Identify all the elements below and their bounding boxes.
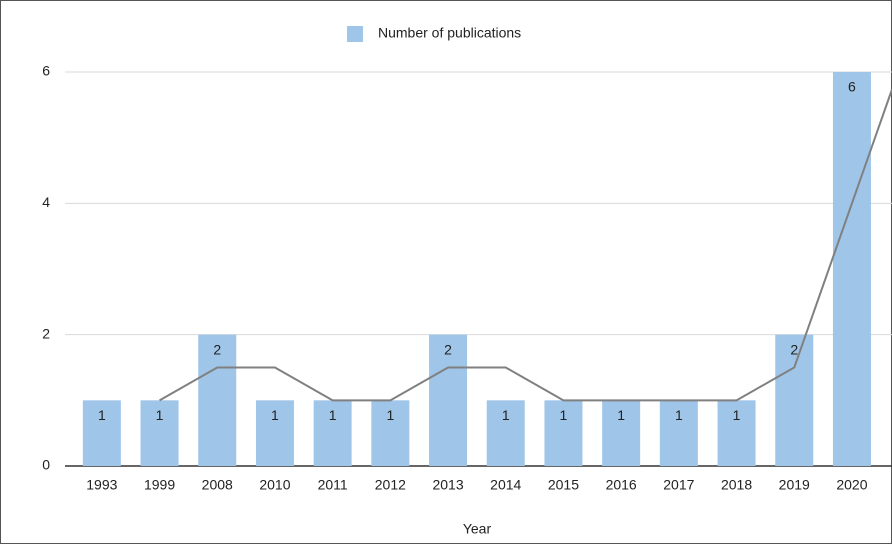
bar bbox=[255, 400, 294, 466]
data-label: 2 bbox=[213, 341, 221, 357]
data-label: 1 bbox=[617, 407, 625, 423]
y-tick-label: 0 bbox=[42, 457, 50, 473]
bar bbox=[140, 400, 179, 466]
data-label: 1 bbox=[502, 407, 510, 423]
data-label: 1 bbox=[560, 407, 568, 423]
bar bbox=[775, 334, 814, 466]
data-label: 1 bbox=[675, 407, 683, 423]
data-label: 1 bbox=[329, 407, 337, 423]
trend-line bbox=[159, 203, 853, 402]
x-tick-label: 2011 bbox=[318, 477, 348, 493]
x-tick-label: 2015 bbox=[548, 477, 579, 493]
data-label: 1 bbox=[271, 407, 279, 423]
x-tick-label: 2014 bbox=[490, 477, 521, 493]
y-tick-label: 4 bbox=[42, 194, 50, 210]
bar bbox=[429, 334, 468, 466]
x-tick-label: 2010 bbox=[259, 477, 290, 493]
bar bbox=[486, 400, 525, 466]
data-label: 2 bbox=[444, 341, 452, 357]
bar bbox=[198, 334, 237, 466]
legend-swatch bbox=[347, 26, 363, 42]
x-tick-label: 2016 bbox=[606, 477, 637, 493]
data-label: 2 bbox=[790, 341, 798, 357]
data-label: 1 bbox=[156, 407, 164, 423]
bar bbox=[371, 400, 410, 466]
y-tick-label: 6 bbox=[42, 63, 50, 79]
x-axis-title: Year bbox=[463, 521, 492, 537]
x-tick-label: 1999 bbox=[144, 477, 175, 493]
x-tick-label: 2012 bbox=[375, 477, 406, 493]
bar bbox=[832, 72, 871, 466]
legend-label: Number of publications bbox=[378, 25, 521, 41]
x-tick-label: 2019 bbox=[779, 477, 810, 493]
x-tick-label: 2013 bbox=[432, 477, 463, 493]
bar bbox=[659, 400, 698, 466]
bar bbox=[82, 400, 121, 466]
bar bbox=[544, 400, 583, 466]
data-label: 6 bbox=[848, 79, 856, 95]
bar bbox=[602, 400, 641, 466]
trend-extension bbox=[851, 89, 892, 204]
x-tick-label: 2020 bbox=[836, 477, 867, 493]
x-tick-label: 1993 bbox=[86, 477, 117, 493]
y-tick-label: 2 bbox=[42, 325, 50, 341]
data-label: 1 bbox=[386, 407, 394, 423]
data-label: 1 bbox=[733, 407, 741, 423]
data-label: 1 bbox=[98, 407, 106, 423]
x-tick-label: 2018 bbox=[721, 477, 752, 493]
x-tick-label: 2017 bbox=[663, 477, 694, 493]
x-tick-label: 2008 bbox=[202, 477, 233, 493]
bar bbox=[313, 400, 352, 466]
bar bbox=[717, 400, 756, 466]
